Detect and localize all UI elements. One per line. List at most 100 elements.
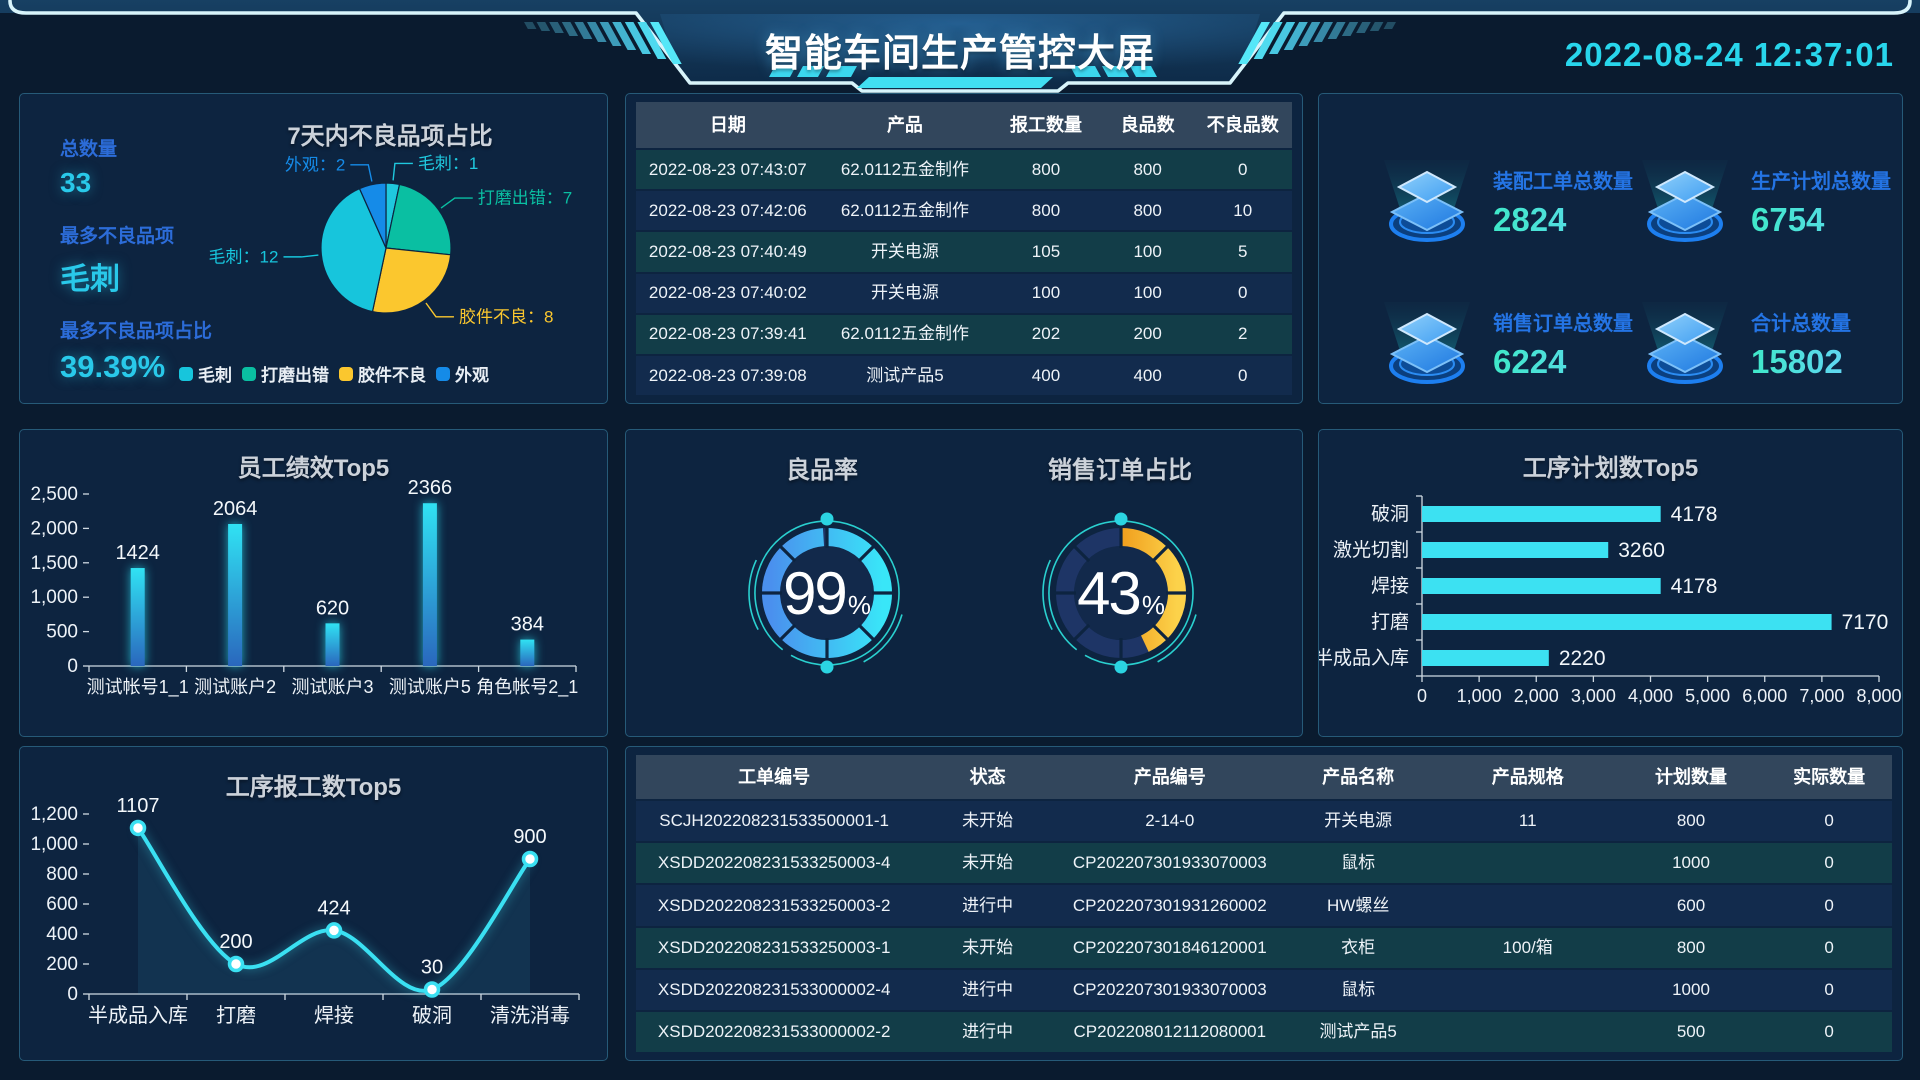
table-row: XSDD202208231533250003-1 未开始 CP20220730184… [636,927,1892,968]
legend-swatch [339,366,353,381]
y-tick-label: 1,500 [30,553,78,574]
stat-card-label: 合计总数量 [1751,313,1851,335]
gauge-divider [778,623,797,642]
table-cell: 600 [1676,895,1706,915]
column-header: 工单编号 [738,766,811,787]
kpi-value: 39.39% [60,349,166,384]
line-value-label: 200 [219,931,252,953]
stat-card-value: 2824 [1493,201,1633,239]
pie-legend: 毛刺 打磨出错 胶件不良 外观 [179,361,489,386]
table-cell: 0 [1824,811,1834,831]
table-cell: 10 [1233,200,1253,220]
kpi-top-defect: 最多不良品项 毛刺 [60,221,174,298]
hbar-category-label: 破洞 [1371,503,1409,525]
line-category-label: 焊接 [314,1004,354,1027]
panel-work-order-table: 工单编号 状态 产品编号 产品名称 产品规格 计划数量 实际数量 SCJH2022082315… [625,746,1903,1061]
x-tick-label: 3,000 [1571,686,1616,706]
slash [549,22,564,33]
slash [536,22,551,31]
y-tick-label: 1,000 [30,834,78,855]
hbar-category-label: 半成品入库 [1319,647,1409,669]
table-cell: 0 [1238,283,1248,303]
legend-item-打磨出错[interactable]: 打磨出错 [242,361,329,386]
header-band-glow [660,14,1260,80]
pie-chart-title: 7天内不良品项占比 [287,123,493,150]
line-value-label: 1107 [116,795,159,817]
legend-item-外观[interactable]: 外观 [436,361,489,386]
legend-item-胶件不良[interactable]: 胶件不良 [339,361,426,386]
stat-card-value: 6754 [1751,201,1891,239]
table-row: 2022-08-23 07:42:06 62.0112五金制作 800 800 10 [636,191,1292,231]
gauge-value: 43% [1021,559,1221,628]
x-tick-label: 4,000 [1628,686,1673,706]
table-row: 2022-08-23 07:39:41 62.0112五金制作 202 200 2 [636,314,1292,354]
slash [524,22,537,29]
table-cell: XSDD202208231533250003-1 [657,937,891,957]
process-report-chart: 0 200 400 600 800 1,000 1,200 1107 半成品入库 200 打磨 424… [30,795,580,1027]
table-cell: CP202208012112080001 [1073,1022,1267,1042]
stacked-layers-icon [1384,302,1470,384]
table-row: XSDD202208231533250003-4 未开始 CP20220730193… [636,843,1892,884]
x-tick-label: 5,000 [1685,686,1730,706]
bar-chart-title: 员工绩效Top5 [237,455,390,482]
bar-value-label: 2064 [213,498,258,520]
table-cell: 进行中 [962,979,1014,999]
hbar-value-label: 3260 [1618,539,1665,562]
slash [587,22,607,42]
table-cell: 2022-08-23 07:39:08 [648,365,807,385]
table-cell: 800 [1031,159,1061,179]
gauge-divider [1151,623,1170,642]
column-header: 状态 [969,766,1006,787]
column-header: 产品规格 [1491,766,1564,787]
panel-order-stats: 装配工单总数量 2824 生产计划总数量 6754 [1318,93,1903,404]
column-header: 产品编号 [1133,766,1206,787]
table-cell: 800 [1133,159,1162,179]
table-cell: 0 [1238,365,1248,385]
panel-employee-bar: 员工绩效Top5 0 500 1,000 1,500 2,000 2,500 1424 测试帐… [19,429,608,737]
slash [1238,22,1270,64]
stat-card-label: 销售订单总数量 [1493,313,1633,335]
table-cell: 5 [1238,242,1248,262]
stat-card-3: 合计总数量 15802 [1639,300,1851,388]
table-cell: 开关电源 [870,283,939,303]
stat-card-texts: 合计总数量 15802 [1751,307,1851,381]
table-cell: XSDD202208231533250003-4 [657,853,891,873]
stat-card-label: 生产计划总数量 [1751,171,1891,193]
table-cell: 400 [1031,365,1061,385]
pie-label: 毛刺：1 [418,154,478,173]
center-dash [797,66,824,77]
legend-item-毛刺[interactable]: 毛刺 [179,361,232,386]
x-tick-label: 1,000 [1457,686,1502,706]
bar-axes [88,665,577,672]
table-cell: CP202207301931260002 [1072,895,1267,915]
hbar-value-label: 4178 [1671,503,1718,526]
table-cell: 2-14-0 [1145,811,1195,831]
line-chart-title: 工序报工数Top5 [225,774,402,801]
slash [1298,22,1321,46]
hbar-value-label: 7170 [1842,611,1889,634]
yield_gauge-svg [748,512,903,674]
bar-value-label: 2366 [408,477,453,499]
table-cell: 1000 [1672,853,1710,873]
slash [1327,22,1346,39]
bar-0 [130,568,145,666]
table-cell: 202 [1031,324,1061,344]
kpi-label: 最多不良品项占比 [60,321,213,342]
kpi-value: 33 [60,167,92,198]
line-value-label: 900 [513,826,546,848]
table-cell: 1000 [1672,979,1710,999]
clock-text: 2022-08-24 12:37:01 [1564,36,1894,73]
slash [1269,22,1296,54]
hbar-3 [1422,614,1832,630]
pie-label-line [350,164,373,182]
y-tick-label: 400 [46,924,78,945]
table-cell: 2022-08-23 07:40:02 [648,283,807,303]
gauge-inner-disc [780,546,874,640]
table-cell: 400 [1133,365,1162,385]
table-row: XSDD202208231533250003-2 进行中 CP20220730193… [636,885,1892,926]
stat-card-value: 15802 [1751,343,1851,381]
x-tick-label: 6,000 [1742,686,1787,706]
y-tick-label: 2,500 [30,484,78,505]
bar-category-label: 测试账户2 [194,677,276,697]
